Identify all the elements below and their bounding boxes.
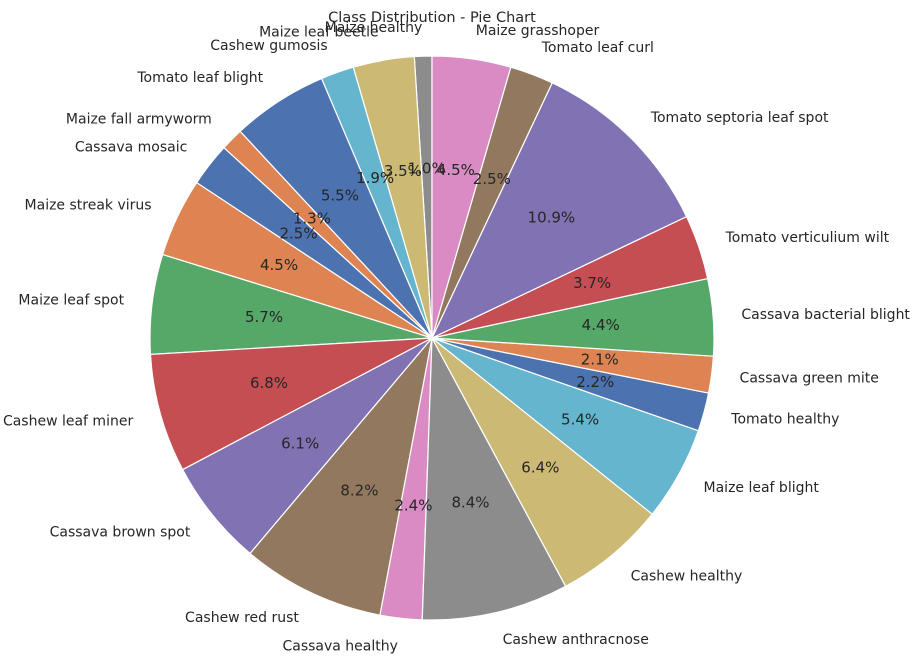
chart-title: Class Distribution - Pie Chart [328,10,536,26]
slice-percent-label: 5.5% [321,187,359,205]
pie-slice [431,55,512,339]
slice-percent-label: 1.9% [356,169,394,187]
slice-percent-label: 2.5% [473,170,511,188]
slice-label: Tomato leaf blight [136,70,263,86]
slice-percent-label: 2.5% [279,224,317,242]
slice-percent-label: 10.9% [528,209,576,227]
slice-label: Cashew gumosis [210,38,327,54]
slice-label: Cassava bacterial blight [741,307,910,323]
slice-percent-label: 6.4% [521,458,559,476]
slice-percent-label: 2.1% [581,351,619,369]
slice-label: Cassava green mite [740,370,879,386]
slice-label: Cassava brown spot [50,524,191,540]
slice-percent-label: 1.3% [293,209,331,227]
pie-slice [421,335,567,621]
slice-label: Cashew anthracnose [503,632,649,648]
slice-label: Maize leaf spot [18,293,124,309]
pie-slice [430,82,688,340]
slice-percent-label: 8.2% [340,481,378,499]
slice-label: Maize grasshoper [476,23,600,39]
slice-label: Cashew leaf miner [3,413,134,429]
slice-percent-label: 8.4% [451,493,489,511]
slice-percent-label: 2.4% [394,497,432,515]
slice-label: Tomato septoria leaf spot [650,110,829,126]
slice-label: Cashew healthy [631,568,743,584]
slice-label: Tomato healthy [730,411,839,427]
slice-label: Maize leaf beetle [259,24,379,40]
slice-label: Tomato leaf curl [541,40,654,56]
slice-percent-label: 4.5% [260,256,298,274]
slice-label: Maize streak virus [25,197,152,213]
slice-percent-label: 6.1% [281,435,319,453]
slice-label: Maize leaf blight [704,480,820,496]
slice-label: Maize healthy [325,20,423,36]
slice-label: Maize fall armyworm [66,112,212,128]
slice-percent-label: 5.4% [561,410,599,428]
slice-percent-label: 1.0% [408,159,446,177]
slice-label: Cassava healthy [282,638,397,654]
slice-label: Tomato verticulium wilt [725,230,890,246]
slice-percent-label: 5.7% [245,308,283,326]
slice-percent-label: 3.7% [573,274,611,292]
slice-percent-label: 4.4% [582,316,620,334]
pie-slice [249,335,434,616]
slice-percent-label: 3.5% [384,162,422,180]
slice-percent-label: 4.5% [437,161,475,179]
slice-label: Cashew red rust [185,610,299,626]
slice-percent-label: 6.8% [250,374,288,392]
slice-percent-label: 2.2% [576,373,614,391]
pie-slice [149,337,433,471]
slice-label: Cassava mosaic [75,139,188,155]
pie-slice [431,337,654,588]
